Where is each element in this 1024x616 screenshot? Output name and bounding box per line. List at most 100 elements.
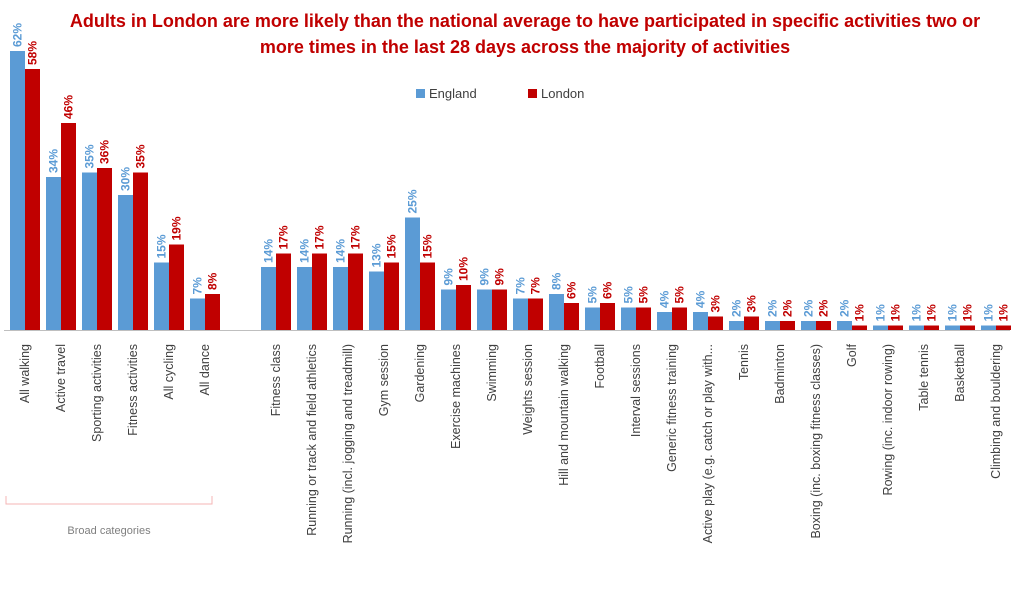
value-label-london-7: 17% — [313, 225, 327, 249]
category-label-20: Badminton — [773, 344, 787, 404]
bar-england-18 — [693, 312, 708, 330]
bar-london-3 — [133, 172, 148, 330]
bar-london-13 — [528, 298, 543, 330]
value-label-london-17: 5% — [673, 286, 687, 304]
bar-england-4 — [154, 262, 169, 330]
bar-london-2 — [97, 168, 112, 330]
value-label-london-2: 36% — [98, 140, 112, 164]
category-label-0: All walking — [18, 344, 32, 403]
bar-england-0 — [10, 51, 25, 330]
bar-london-16 — [636, 307, 651, 330]
value-label-england-3: 30% — [119, 167, 133, 191]
category-label-22: Golf — [845, 343, 859, 366]
category-label-10: Gardening — [413, 344, 427, 402]
broad-categories-bracket — [5, 496, 213, 505]
bar-london-25 — [960, 325, 975, 330]
value-label-london-14: 6% — [565, 281, 579, 299]
bar-england-24 — [909, 325, 924, 330]
bar-england-25 — [945, 325, 960, 330]
category-label-24: Table tennis — [917, 344, 931, 411]
category-label-17: Generic fitness training — [665, 344, 679, 472]
bar-england-6 — [261, 267, 276, 330]
value-label-london-4: 19% — [170, 216, 184, 240]
chart-title: Adults in London are more likely than th… — [69, 11, 981, 57]
value-label-london-18: 3% — [709, 295, 723, 313]
category-label-12: Swimming — [485, 344, 499, 402]
legend-swatch-england — [416, 89, 425, 98]
bar-england-9 — [369, 271, 384, 330]
bar-england-21 — [801, 321, 816, 330]
value-label-england-13: 7% — [514, 277, 528, 295]
category-label-4: All cycling — [162, 344, 176, 400]
bar-london-14 — [564, 303, 579, 330]
bar-england-10 — [405, 217, 420, 330]
value-label-london-26: 1% — [997, 304, 1011, 322]
bar-london-6 — [276, 253, 291, 330]
bar-london-10 — [420, 262, 435, 330]
category-label-23: Rowing (inc. indoor rowing) — [881, 344, 895, 495]
value-label-london-21: 2% — [817, 299, 831, 317]
value-label-london-8: 17% — [349, 225, 363, 249]
value-label-england-18: 4% — [694, 290, 708, 308]
value-label-england-4: 15% — [155, 234, 169, 258]
category-label-19: Tennis — [737, 344, 751, 380]
value-label-england-16: 5% — [622, 286, 636, 304]
bar-england-17 — [657, 312, 672, 330]
broad-categories-label: Broad categories — [67, 525, 151, 537]
bar-england-20 — [765, 321, 780, 330]
value-label-england-1: 34% — [47, 149, 61, 173]
category-label-14: Hill and mountain walking — [557, 344, 571, 486]
value-label-london-19: 3% — [745, 295, 759, 313]
value-label-england-10: 25% — [406, 189, 420, 213]
bar-england-15 — [585, 307, 600, 330]
category-label-7: Running or track and field athletics — [305, 344, 319, 536]
bar-london-7 — [312, 253, 327, 330]
legend-swatch-london — [528, 89, 537, 98]
value-label-england-5: 7% — [191, 277, 205, 295]
category-label-26: Climbing and bouldering — [989, 344, 1003, 479]
bar-london-5 — [205, 294, 220, 330]
bar-england-11 — [441, 289, 456, 330]
value-label-london-15: 6% — [601, 281, 615, 299]
bar-london-23 — [888, 325, 903, 330]
category-label-5: All dance — [198, 344, 212, 395]
value-label-england-0: 62% — [11, 23, 25, 47]
value-label-london-5: 8% — [206, 272, 220, 290]
value-label-london-1: 46% — [62, 95, 76, 119]
legend-label-london: London — [541, 86, 584, 101]
bar-london-17 — [672, 307, 687, 330]
bar-england-26 — [981, 325, 996, 330]
value-label-london-9: 15% — [385, 234, 399, 258]
bar-england-16 — [621, 307, 636, 330]
bar-london-8 — [348, 253, 363, 330]
category-label-18: Active play (e.g. catch or play with... — [701, 344, 715, 543]
category-label-16: Interval sessions — [629, 344, 643, 437]
category-label-8: Running (incl. jogging and treadmill) — [341, 344, 355, 543]
category-label-1: Active travel — [54, 344, 68, 412]
bar-london-0 — [25, 69, 40, 330]
bar-london-19 — [744, 316, 759, 330]
category-label-21: Boxing (inc. boxing fitness classes) — [809, 344, 823, 539]
bar-london-11 — [456, 285, 471, 330]
value-label-london-3: 35% — [134, 144, 148, 168]
value-label-england-17: 4% — [658, 290, 672, 308]
category-label-9: Gym session — [377, 344, 391, 416]
bar-england-8 — [333, 267, 348, 330]
category-label-11: Exercise machines — [449, 344, 463, 449]
value-label-london-24: 1% — [925, 304, 939, 322]
bar-england-14 — [549, 294, 564, 330]
legend-label-england: England — [429, 86, 477, 101]
value-label-england-24: 1% — [910, 304, 924, 322]
category-label-2: Sporting activities — [90, 344, 104, 442]
category-label-15: Football — [593, 344, 607, 388]
value-label-london-13: 7% — [529, 277, 543, 295]
bar-london-21 — [816, 321, 831, 330]
value-label-england-21: 2% — [802, 299, 816, 317]
category-label-6: Fitness class — [269, 344, 283, 416]
bar-london-24 — [924, 325, 939, 330]
value-label-england-26: 1% — [982, 304, 996, 322]
bar-england-12 — [477, 289, 492, 330]
value-label-london-10: 15% — [421, 234, 435, 258]
value-label-england-12: 9% — [478, 268, 492, 286]
value-label-england-7: 14% — [298, 239, 312, 263]
